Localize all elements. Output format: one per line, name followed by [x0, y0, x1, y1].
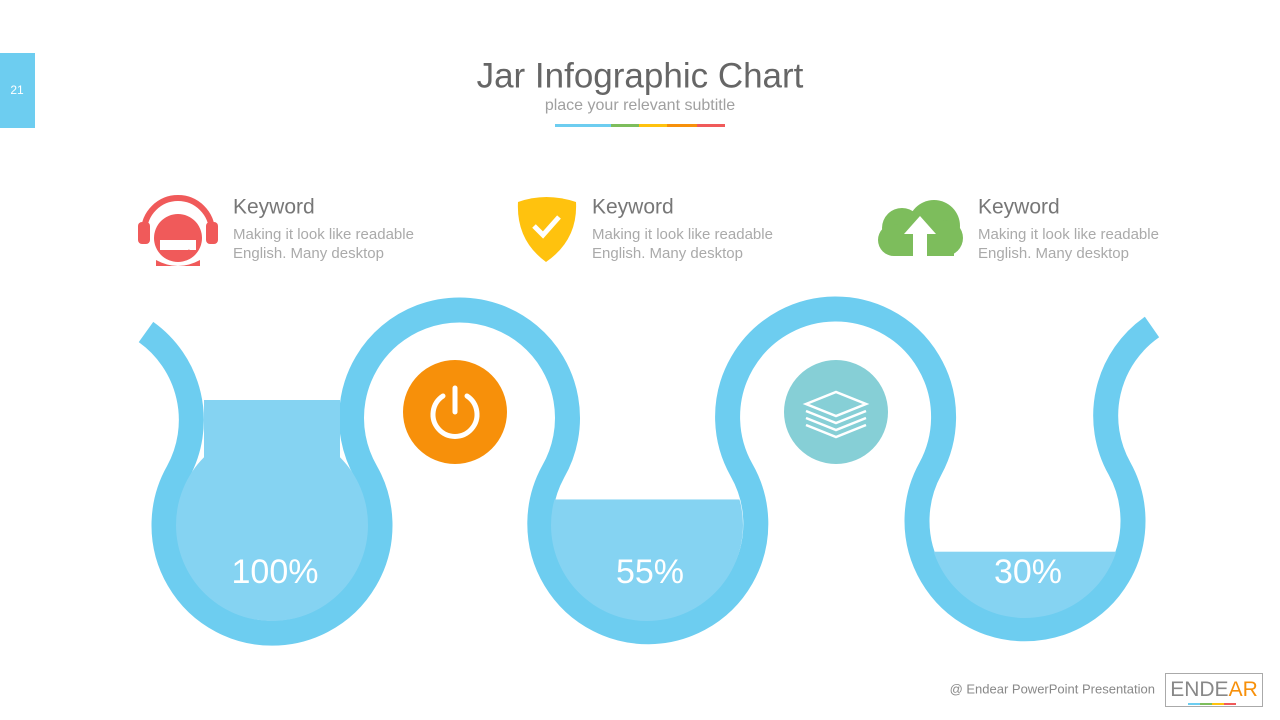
- feature-text: Making it look like readable: [592, 226, 773, 243]
- power-icon: [430, 385, 480, 439]
- subtitle: place your relevant subtitle: [545, 97, 735, 114]
- jar-label: 100%: [232, 553, 319, 591]
- logo-box: [1165, 673, 1263, 707]
- layers-badge: [784, 360, 888, 464]
- page-number: 21: [10, 83, 24, 97]
- feature-text: English. Many desktop: [978, 245, 1129, 262]
- color-bar: [555, 124, 725, 127]
- headset-icon: [138, 195, 218, 266]
- feature-text: English. Many desktop: [592, 245, 743, 262]
- logo-part: ENDE: [1170, 678, 1228, 701]
- page-badge: [0, 53, 35, 128]
- credit: @ Endear PowerPoint Presentation: [950, 681, 1155, 696]
- cloud-icon: [878, 200, 963, 256]
- title: Jar Infographic Chart: [477, 56, 804, 95]
- feature-text: Making it look like readable: [233, 226, 414, 243]
- layers-icon: [802, 390, 870, 439]
- jar-label: 30%: [994, 553, 1062, 591]
- jar-wave: [138, 296, 1160, 646]
- logo-bar: [1188, 703, 1236, 705]
- feature-heading: Keyword: [233, 196, 315, 219]
- jar-label: 55%: [616, 553, 684, 591]
- logo-part: AR: [1229, 678, 1258, 701]
- logo: ENDEAR: [1170, 678, 1258, 701]
- feature-text: Making it look like readable: [978, 226, 1159, 243]
- jar-fill: [176, 400, 368, 621]
- shield-icon: [517, 197, 577, 262]
- feature-text: English. Many desktop: [233, 245, 384, 262]
- feature-heading: Keyword: [592, 196, 674, 219]
- feature-heading: Keyword: [978, 196, 1060, 219]
